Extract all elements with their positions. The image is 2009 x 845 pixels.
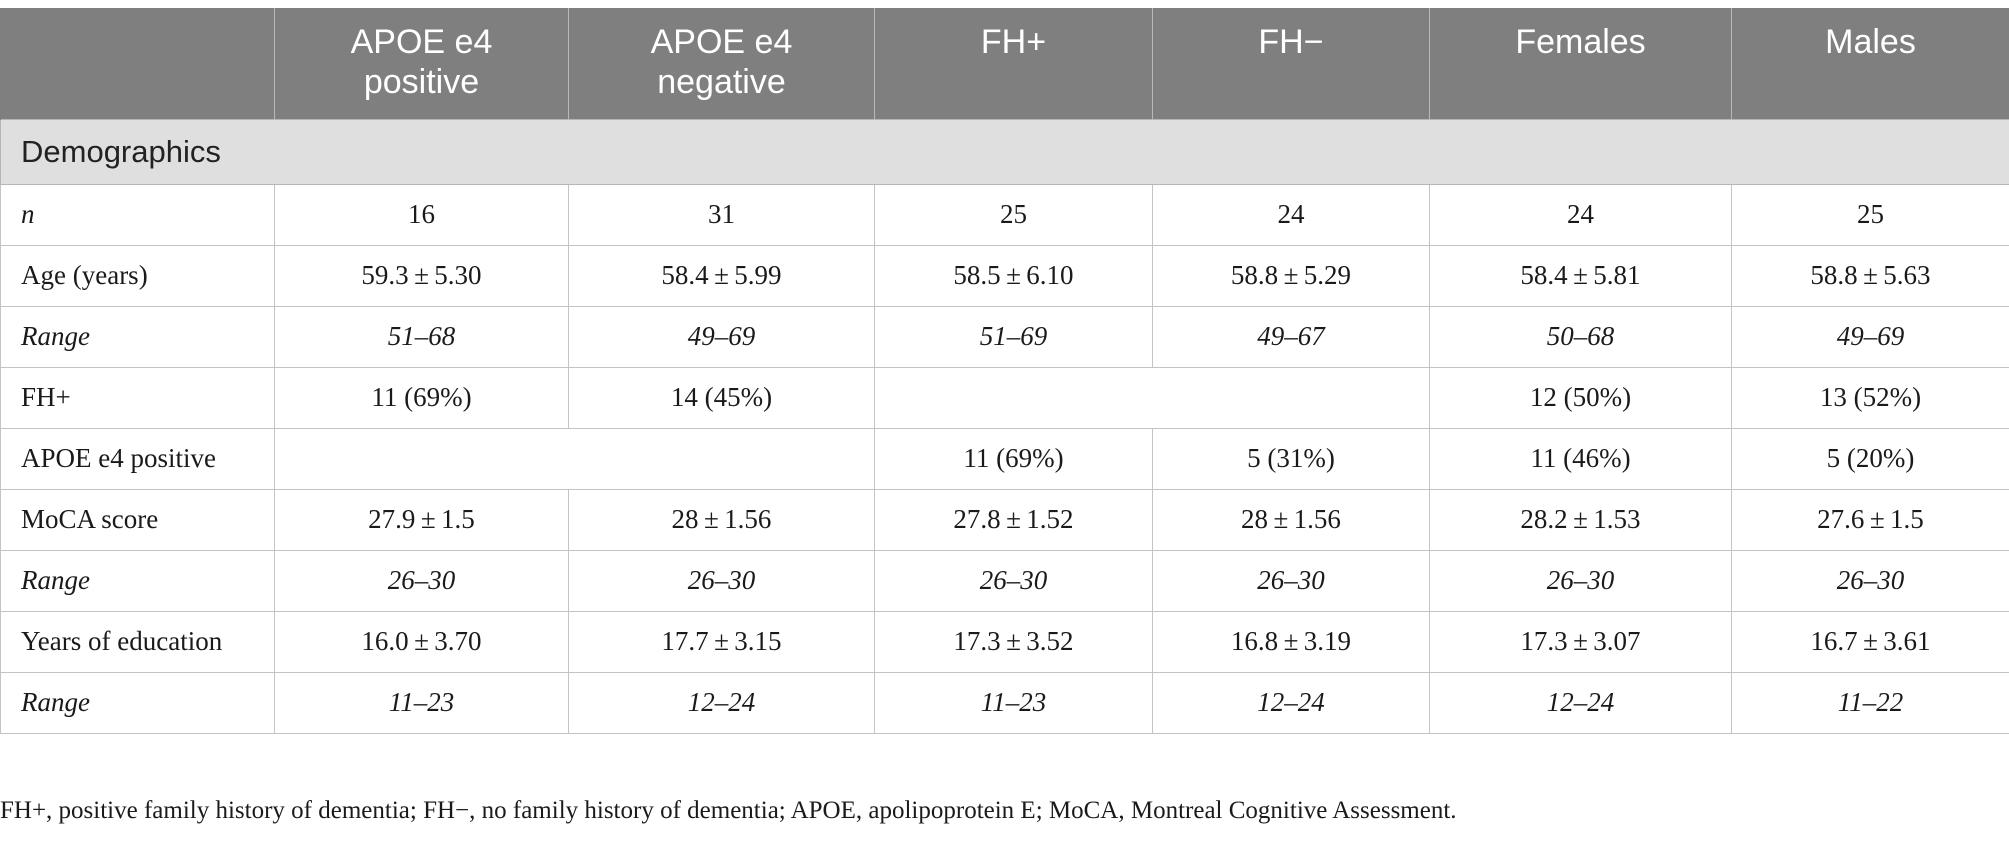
- row-label: APOE e4 positive: [0, 427, 275, 490]
- table-cell: 14 (45%): [568, 366, 875, 429]
- table-cell: 11–23: [874, 671, 1153, 734]
- table-cell: 26–30: [1152, 549, 1430, 612]
- row-label: n: [0, 183, 275, 246]
- table-cell: 49–67: [1152, 305, 1430, 368]
- header-cell-females: Females: [1429, 8, 1732, 119]
- table-cell: 5 (31%): [1152, 427, 1430, 490]
- table-row: n 16 31 25 24 24 25: [0, 183, 2009, 246]
- table-cell: 26–30: [1429, 549, 1732, 612]
- header-cell-fh-negative: FH−: [1152, 8, 1430, 119]
- table-cell: 13 (52%): [1731, 366, 2009, 429]
- table-cell: 28 ± 1.56: [568, 488, 875, 551]
- table-cell: 12–24: [568, 671, 875, 734]
- table-cell: 50–68: [1429, 305, 1732, 368]
- table-cell: 49–69: [1731, 305, 2009, 368]
- table-row: APOE e4 positive 11 (69%) 5 (31%) 11 (46…: [0, 427, 2009, 490]
- header-row: APOE e4 positive APOE e4 negative FH+ FH− …: [0, 8, 2009, 119]
- table-row: FH+ 11 (69%) 14 (45%) 12 (50%) 13 (52%): [0, 366, 2009, 429]
- table-cell: 51–69: [874, 305, 1153, 368]
- table-cell-empty: [874, 366, 1430, 429]
- table-header: APOE e4 positive APOE e4 negative FH+ FH− …: [0, 8, 2009, 119]
- row-label: FH+: [0, 366, 275, 429]
- table-cell: 16: [274, 183, 569, 246]
- table-row: Age (years) 59.3 ± 5.30 58.4 ± 5.99 58.5…: [0, 244, 2009, 307]
- header-cell-apoe-e4-positive: APOE e4 positive: [274, 8, 569, 119]
- table-cell: 12–24: [1152, 671, 1430, 734]
- table-cell: 27.9 ± 1.5: [274, 488, 569, 551]
- table-cell: 11–23: [274, 671, 569, 734]
- header-cell-fh-positive: FH+: [874, 8, 1153, 119]
- table-cell: 5 (20%): [1731, 427, 2009, 490]
- table-cell: 26–30: [1731, 549, 2009, 612]
- row-label: Range: [0, 305, 275, 368]
- table-cell: 24: [1152, 183, 1430, 246]
- table-row: Years of education 16.0 ± 3.70 17.7 ± 3.…: [0, 610, 2009, 673]
- table-row: Range 26–30 26–30 26–30 26–30 26–30 26–3…: [0, 549, 2009, 612]
- table-cell: 58.5 ± 6.10: [874, 244, 1153, 307]
- table-cell: 49–69: [568, 305, 875, 368]
- table-cell: 28 ± 1.56: [1152, 488, 1430, 551]
- table-cell: 28.2 ± 1.53: [1429, 488, 1732, 551]
- demographics-table: APOE e4 positive APOE e4 negative FH+ FH− …: [0, 8, 2009, 734]
- header-cell-apoe-e4-negative: APOE e4 negative: [568, 8, 875, 119]
- header-cell-empty: [0, 8, 275, 119]
- table-cell: 11 (46%): [1429, 427, 1732, 490]
- table-cell: 58.8 ± 5.29: [1152, 244, 1430, 307]
- row-label: MoCA score: [0, 488, 275, 551]
- table-cell: 16.0 ± 3.70: [274, 610, 569, 673]
- section-row: Demographics: [0, 118, 2009, 185]
- header-cell-males: Males: [1731, 8, 2009, 119]
- table-cell: 59.3 ± 5.30: [274, 244, 569, 307]
- table-cell: 24: [1429, 183, 1732, 246]
- table-cell: 17.3 ± 3.07: [1429, 610, 1732, 673]
- row-label: Years of education: [0, 610, 275, 673]
- table-cell-empty: [274, 427, 875, 490]
- table-cell: 31: [568, 183, 875, 246]
- table-cell: 16.8 ± 3.19: [1152, 610, 1430, 673]
- table-body: Demographics n 16 31 25 24 24 25 Age (ye…: [0, 118, 2009, 734]
- table-cell: 17.7 ± 3.15: [568, 610, 875, 673]
- table-cell: 26–30: [874, 549, 1153, 612]
- table-cell: 58.4 ± 5.99: [568, 244, 875, 307]
- table-cell: 12 (50%): [1429, 366, 1732, 429]
- table-row: Range 11–23 12–24 11–23 12–24 12–24 11–2…: [0, 671, 2009, 734]
- table-cell: 11 (69%): [874, 427, 1153, 490]
- table-cell: 25: [1731, 183, 2009, 246]
- table-cell: 26–30: [274, 549, 569, 612]
- table-row: MoCA score 27.9 ± 1.5 28 ± 1.56 27.8 ± 1…: [0, 488, 2009, 551]
- table-cell: 12–24: [1429, 671, 1732, 734]
- table-cell: 58.4 ± 5.81: [1429, 244, 1732, 307]
- table-cell: 11 (69%): [274, 366, 569, 429]
- section-title: Demographics: [0, 118, 2009, 185]
- table-cell: 27.8 ± 1.52: [874, 488, 1153, 551]
- table-cell: 58.8 ± 5.63: [1731, 244, 2009, 307]
- table-cell: 17.3 ± 3.52: [874, 610, 1153, 673]
- row-label: Range: [0, 549, 275, 612]
- table-cell: 16.7 ± 3.61: [1731, 610, 2009, 673]
- table-cell: 27.6 ± 1.5: [1731, 488, 2009, 551]
- table-cell: 51–68: [274, 305, 569, 368]
- row-label: Range: [0, 671, 275, 734]
- table-footnote: FH+, positive family history of dementia…: [0, 797, 1457, 824]
- table-cell: 11–22: [1731, 671, 2009, 734]
- table-cell: 26–30: [568, 549, 875, 612]
- row-label: Age (years): [0, 244, 275, 307]
- table-cell: 25: [874, 183, 1153, 246]
- table-row: Range 51–68 49–69 51–69 49–67 50–68 49–6…: [0, 305, 2009, 368]
